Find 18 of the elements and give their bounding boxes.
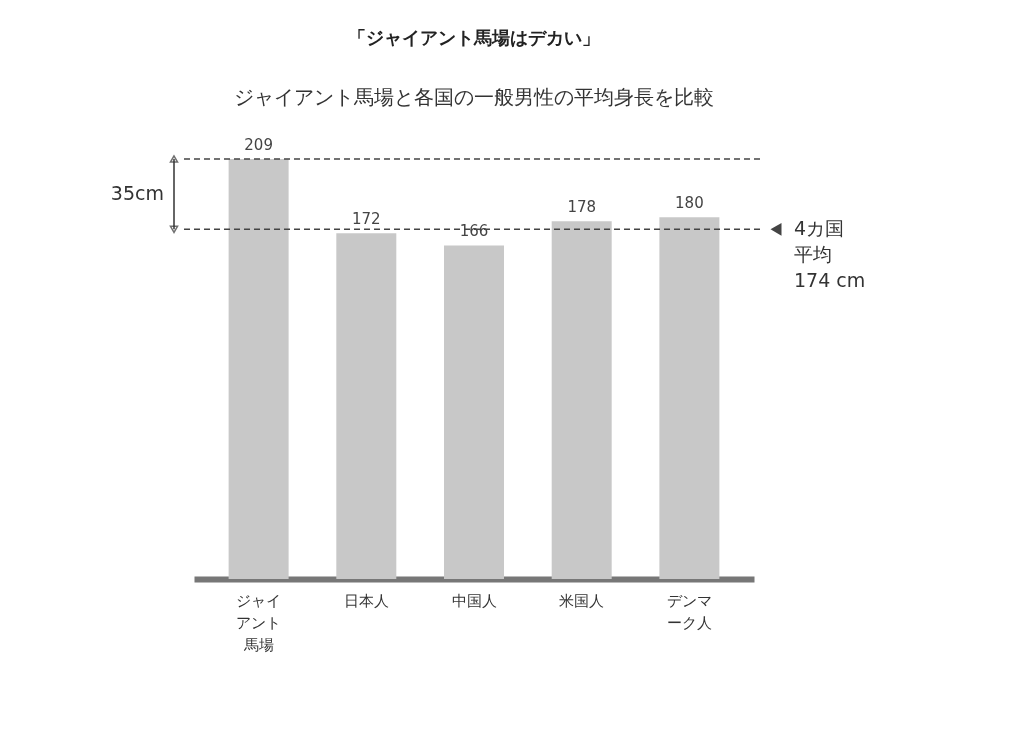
data-label: 172 — [351, 210, 381, 229]
x-tick-label: 日本人 — [343, 591, 389, 610]
bar — [444, 245, 504, 579]
data-label: 180 — [675, 194, 704, 213]
bar — [228, 159, 289, 579]
chart-subtitle: ジャイアント馬場と各国の一般男性の平均身長を比較 — [234, 85, 714, 109]
x-tick-label: デンマーク人 — [666, 591, 712, 632]
text: 35cm — [110, 182, 164, 205]
data-label: 209 — [244, 136, 273, 154]
x-tick-label: 米国人 — [559, 591, 605, 610]
x-tick-label: 中国人 — [451, 591, 497, 610]
legend-label: 4カ国平均174 cm — [794, 217, 866, 292]
chart-title: 「ジャイアント馬場はデカい」 — [348, 27, 600, 48]
x-tick-label: ジャイアント馬場 — [236, 591, 282, 654]
bar — [336, 233, 397, 579]
bar — [659, 217, 720, 579]
bar — [551, 221, 612, 579]
data-label: 178 — [567, 198, 597, 217]
